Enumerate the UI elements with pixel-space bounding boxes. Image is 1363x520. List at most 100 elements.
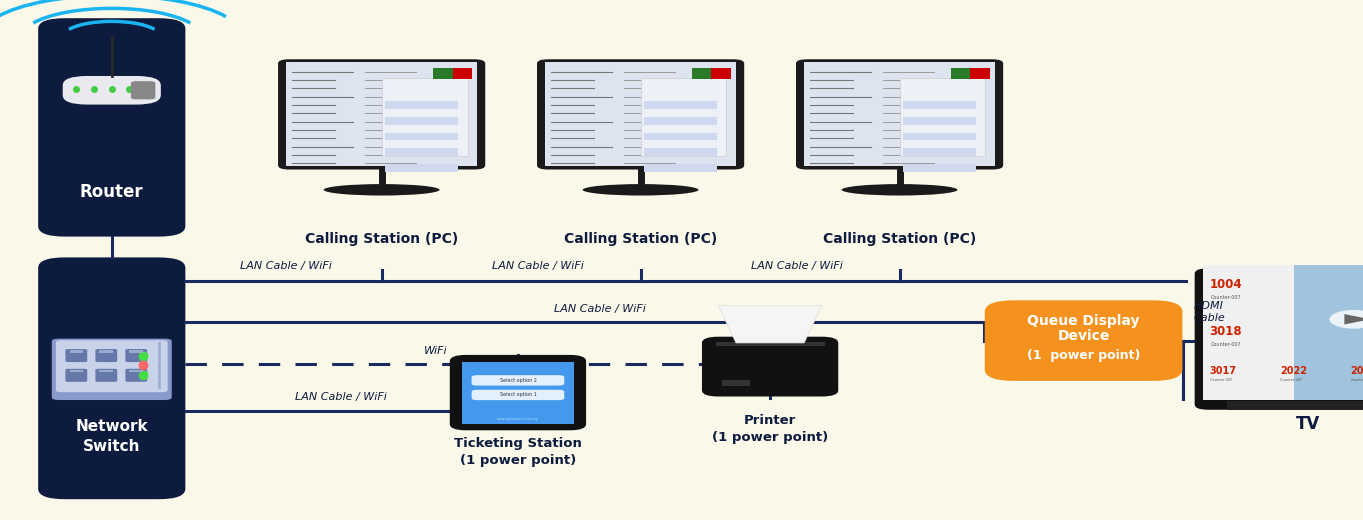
- FancyBboxPatch shape: [95, 349, 117, 362]
- Text: Queue Display: Queue Display: [1028, 314, 1139, 328]
- FancyBboxPatch shape: [472, 390, 564, 400]
- FancyBboxPatch shape: [147, 392, 161, 400]
- Text: Calling Station (PC): Calling Station (PC): [564, 232, 717, 246]
- FancyBboxPatch shape: [125, 349, 147, 362]
- Bar: [904, 133, 976, 140]
- FancyBboxPatch shape: [472, 375, 564, 385]
- Text: 2022: 2022: [1280, 366, 1307, 375]
- Bar: [692, 68, 731, 79]
- Text: Ticketing Station
(1 power point): Ticketing Station (1 power point): [454, 437, 582, 467]
- Bar: [386, 148, 458, 156]
- Bar: [462, 362, 574, 424]
- Text: LAN Cable / WiFi: LAN Cable / WiFi: [492, 262, 585, 271]
- Text: 3017: 3017: [1210, 366, 1236, 375]
- FancyBboxPatch shape: [984, 301, 1183, 381]
- FancyBboxPatch shape: [52, 339, 172, 400]
- Text: Calling Station (PC): Calling Station (PC): [823, 232, 976, 246]
- Bar: [904, 101, 976, 109]
- Text: (1  power point): (1 power point): [1026, 349, 1141, 362]
- FancyBboxPatch shape: [131, 81, 155, 99]
- Bar: [722, 380, 750, 386]
- Bar: [433, 68, 453, 79]
- FancyBboxPatch shape: [125, 369, 147, 382]
- Ellipse shape: [842, 184, 958, 196]
- Text: 1004: 1004: [1210, 278, 1242, 291]
- Bar: [645, 117, 717, 125]
- Bar: [1293, 265, 1363, 400]
- FancyBboxPatch shape: [1194, 268, 1363, 410]
- Bar: [433, 68, 472, 79]
- FancyBboxPatch shape: [38, 18, 185, 237]
- Text: Select option 2: Select option 2: [499, 378, 537, 383]
- Bar: [129, 370, 143, 372]
- FancyBboxPatch shape: [56, 340, 168, 392]
- Text: HDMI
Cable: HDMI Cable: [1194, 301, 1225, 323]
- Bar: [904, 117, 976, 125]
- Text: Calling Station (PC): Calling Station (PC): [305, 232, 458, 246]
- Bar: [804, 62, 995, 166]
- Text: 2021: 2021: [1351, 366, 1363, 375]
- Bar: [70, 370, 83, 372]
- Bar: [900, 78, 985, 156]
- Bar: [386, 164, 458, 172]
- Bar: [716, 342, 825, 346]
- Polygon shape: [1344, 314, 1363, 324]
- FancyBboxPatch shape: [65, 369, 87, 382]
- Bar: [382, 78, 468, 156]
- Text: TV: TV: [1296, 415, 1321, 433]
- Text: Device: Device: [1058, 330, 1109, 343]
- FancyBboxPatch shape: [796, 59, 1003, 170]
- FancyBboxPatch shape: [450, 355, 586, 431]
- Bar: [99, 370, 113, 372]
- Text: Network
Switch: Network Switch: [75, 420, 149, 454]
- FancyBboxPatch shape: [278, 59, 485, 170]
- FancyBboxPatch shape: [702, 337, 838, 396]
- Text: 3018: 3018: [1210, 325, 1242, 338]
- Bar: [386, 117, 458, 125]
- FancyBboxPatch shape: [65, 349, 87, 362]
- Bar: [692, 68, 711, 79]
- Bar: [545, 62, 736, 166]
- Text: Counter-007: Counter-007: [1351, 378, 1363, 382]
- Bar: [904, 164, 976, 172]
- Bar: [99, 350, 113, 353]
- Text: LAN Cable / WiFi: LAN Cable / WiFi: [751, 262, 844, 271]
- Bar: [386, 133, 458, 140]
- FancyBboxPatch shape: [38, 257, 185, 499]
- Ellipse shape: [324, 184, 440, 196]
- Text: Select option 1: Select option 1: [499, 393, 537, 397]
- Text: LAN Cable / WiFi: LAN Cable / WiFi: [240, 262, 333, 271]
- Text: LAN Cable / WiFi: LAN Cable / WiFi: [294, 393, 387, 402]
- Bar: [951, 68, 990, 79]
- Bar: [1227, 401, 1363, 410]
- FancyBboxPatch shape: [537, 59, 744, 170]
- Bar: [951, 68, 970, 79]
- Text: Printer
(1 power point): Printer (1 power point): [711, 414, 829, 444]
- Text: LAN Cable / WiFi: LAN Cable / WiFi: [553, 304, 646, 314]
- Bar: [1202, 265, 1363, 400]
- Ellipse shape: [583, 184, 699, 196]
- Text: Counter-007: Counter-007: [1212, 342, 1242, 347]
- Bar: [904, 148, 976, 156]
- FancyBboxPatch shape: [95, 369, 117, 382]
- Bar: [645, 164, 717, 172]
- Bar: [1202, 265, 1293, 400]
- Bar: [286, 62, 477, 166]
- Bar: [641, 78, 726, 156]
- Bar: [645, 101, 717, 109]
- Bar: [129, 350, 143, 353]
- Bar: [70, 350, 83, 353]
- Text: www.queuenet.com.my: www.queuenet.com.my: [497, 417, 538, 421]
- FancyBboxPatch shape: [63, 76, 161, 105]
- Text: Router: Router: [80, 184, 143, 201]
- Text: Counter 007: Counter 007: [1210, 378, 1232, 382]
- Bar: [386, 101, 458, 109]
- FancyBboxPatch shape: [70, 392, 83, 400]
- Bar: [645, 133, 717, 140]
- Circle shape: [1329, 310, 1363, 329]
- Text: Counter 007: Counter 007: [1280, 378, 1302, 382]
- Text: WiFi: WiFi: [424, 346, 448, 356]
- Polygon shape: [718, 305, 822, 343]
- Text: Counter-007: Counter-007: [1212, 295, 1242, 300]
- Bar: [645, 148, 717, 156]
